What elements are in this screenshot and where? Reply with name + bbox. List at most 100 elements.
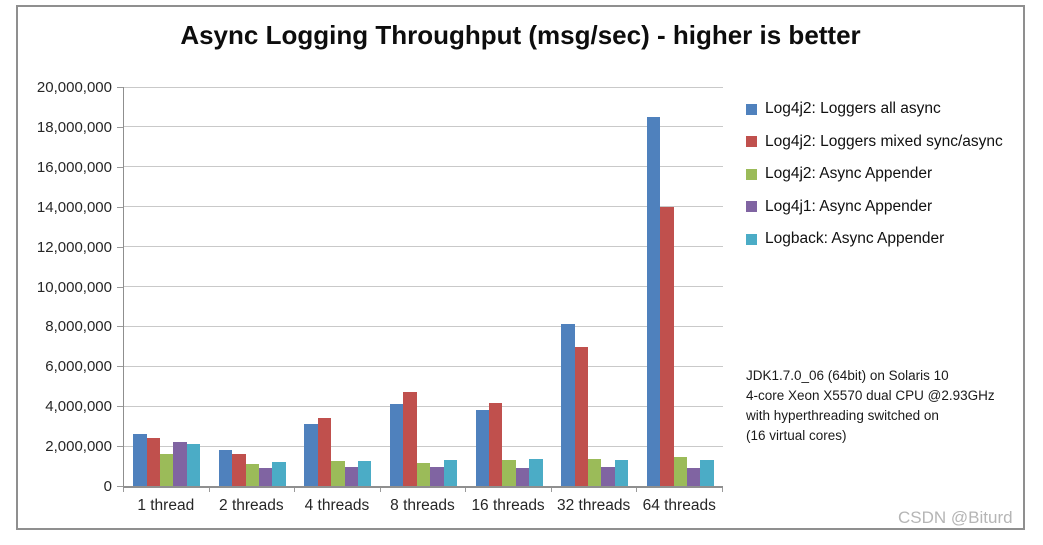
x-axis-tick	[379, 488, 381, 492]
x-axis-label: 1 thread	[137, 497, 195, 514]
gridline	[124, 286, 723, 287]
bar-log4j1-async-appender-4-threads	[344, 467, 359, 486]
bar-log4j1-async-appender-32-threads	[601, 467, 615, 486]
bar-log4j1-async-appender-16-threads	[515, 468, 530, 486]
bar-logback-async-appender-2-threads	[272, 462, 286, 486]
legend: Log4j2: Loggers all async Log4j2: Loggers…	[746, 100, 1003, 264]
y-axis-label: 10,000,000	[36, 278, 112, 296]
legend-swatch	[746, 233, 757, 245]
y-axis-label: 18,000,000	[36, 118, 112, 136]
x-axis-tick	[123, 488, 124, 492]
chart-title: Async Logging Throughput (msg/sec) - hig…	[180, 20, 861, 50]
gridline	[124, 206, 723, 208]
y-axis-tick	[117, 326, 123, 328]
bar-log4j2-loggers-all-async-32-threads	[561, 324, 575, 486]
x-axis-tick	[465, 488, 467, 492]
x-axis-tick	[722, 488, 723, 492]
bar-log4j2-loggers-all-async-64-threads	[646, 116, 661, 486]
x-axis-label: 32 threads	[557, 497, 631, 514]
legend-label: Log4j1: Async Appender	[765, 197, 933, 215]
legend-label: Logback: Async Appender	[765, 230, 945, 247]
annotation-line: JDK1.7.0_06 (64bit) on Solaris 10	[746, 368, 949, 383]
bar-log4j2-loggers-mixed-sync-async-2-threads	[232, 454, 246, 486]
legend-item: Log4j2: Async Appender	[746, 165, 1003, 182]
bar-log4j2-async-appender-16-threads	[502, 460, 516, 486]
y-axis-label: 12,000,000	[36, 238, 112, 256]
y-axis-label: 8,000,000	[45, 318, 112, 336]
x-axis-tick	[208, 488, 210, 492]
y-axis-label: 14,000,000	[36, 198, 112, 216]
bar-logback-async-appender-4-threads	[358, 461, 372, 486]
legend-item: Logback: Async Appender	[746, 230, 1003, 247]
bar-logback-async-appender-16-threads	[529, 459, 543, 486]
y-axis-tick	[117, 126, 123, 128]
bar-log4j2-loggers-mixed-sync-async-16-threads	[488, 403, 503, 486]
x-axis-label: 8 threads	[390, 497, 455, 514]
y-axis-tick	[117, 206, 123, 208]
x-axis-label: 2 threads	[219, 497, 284, 514]
bar-log4j2-loggers-mixed-sync-async-4-threads	[317, 418, 332, 486]
gridline	[124, 86, 723, 88]
y-axis-tick	[117, 406, 123, 408]
y-axis-tick	[117, 486, 123, 487]
y-axis-tick	[117, 446, 123, 448]
annotation-line: with hyperthreading switched on	[746, 408, 939, 423]
x-axis-label: 16 threads	[471, 497, 545, 514]
y-axis-label: 4,000,000	[45, 398, 112, 416]
x-axis-tick	[636, 488, 638, 492]
legend-item: Log4j2: Loggers mixed sync/async	[746, 132, 1003, 150]
bar-log4j2-async-appender-32-threads	[587, 459, 602, 486]
bar-log4j2-loggers-all-async-1-thread	[133, 434, 147, 486]
bar-log4j2-loggers-all-async-8-threads	[390, 404, 404, 486]
y-axis-label: 16,000,000	[36, 158, 112, 176]
bar-logback-async-appender-32-threads	[614, 460, 629, 486]
bar-log4j2-async-appender-64-threads	[673, 457, 687, 486]
annotation-text: JDK1.7.0_06 (64bit) on Solaris 10 4-core …	[746, 366, 1036, 446]
gridline	[124, 246, 723, 248]
legend-swatch	[746, 201, 757, 212]
gridline	[124, 445, 723, 447]
gridline	[124, 126, 723, 128]
gridline	[124, 365, 723, 367]
bar-logback-async-appender-8-threads	[443, 460, 457, 486]
legend-swatch	[746, 103, 757, 115]
bar-logback-async-appender-64-threads	[700, 460, 714, 486]
bar-log4j2-loggers-all-async-16-threads	[475, 410, 489, 486]
legend-item: Log4j2: Loggers all async	[746, 100, 1003, 117]
gridline	[124, 325, 723, 327]
legend-label: Log4j2: Loggers all async	[765, 100, 941, 117]
y-axis-label: 20,000,000	[36, 79, 112, 96]
bar-log4j2-async-appender-8-threads	[416, 463, 431, 486]
legend-label: Log4j2: Loggers mixed sync/async	[765, 132, 1003, 150]
gridline	[124, 405, 723, 407]
gridline	[124, 166, 723, 168]
x-axis-label: 4 threads	[304, 497, 370, 514]
bar-log4j2-async-appender-1-thread	[160, 454, 174, 486]
bar-log4j1-async-appender-64-threads	[686, 468, 701, 486]
x-axis-tick	[294, 488, 296, 492]
bar-log4j2-async-appender-4-threads	[331, 461, 345, 486]
bar-log4j1-async-appender-1-thread	[173, 442, 187, 486]
bar-log4j1-async-appender-8-threads	[430, 467, 444, 486]
bar-log4j2-async-appender-2-threads	[245, 464, 260, 486]
legend-item: Log4j1: Async Appender	[746, 197, 1003, 215]
x-axis-label: 64 threads	[642, 497, 716, 514]
y-axis-tick	[117, 366, 123, 368]
bar-logback-async-appender-1-thread	[186, 444, 201, 486]
y-axis-label: 0	[103, 478, 112, 495]
y-axis-tick	[117, 246, 123, 248]
y-axis-tick	[117, 166, 123, 168]
legend-swatch	[746, 136, 757, 147]
annotation-line: 4-core Xeon X5570 dual CPU @2.93GHz	[746, 388, 995, 403]
x-axis-tick	[550, 488, 552, 492]
y-axis-tick	[117, 87, 123, 88]
bar-log4j2-loggers-mixed-sync-async-8-threads	[403, 392, 417, 486]
annotation-line: (16 virtual cores)	[746, 428, 847, 443]
bar-log4j2-loggers-mixed-sync-async-64-threads	[660, 206, 674, 486]
legend-swatch	[746, 168, 757, 180]
bar-log4j2-loggers-mixed-sync-async-1-thread	[146, 438, 161, 486]
y-axis-label: 2,000,000	[45, 438, 112, 456]
bar-log4j2-loggers-mixed-sync-async-32-threads	[574, 347, 588, 486]
y-axis-tick	[117, 286, 123, 288]
